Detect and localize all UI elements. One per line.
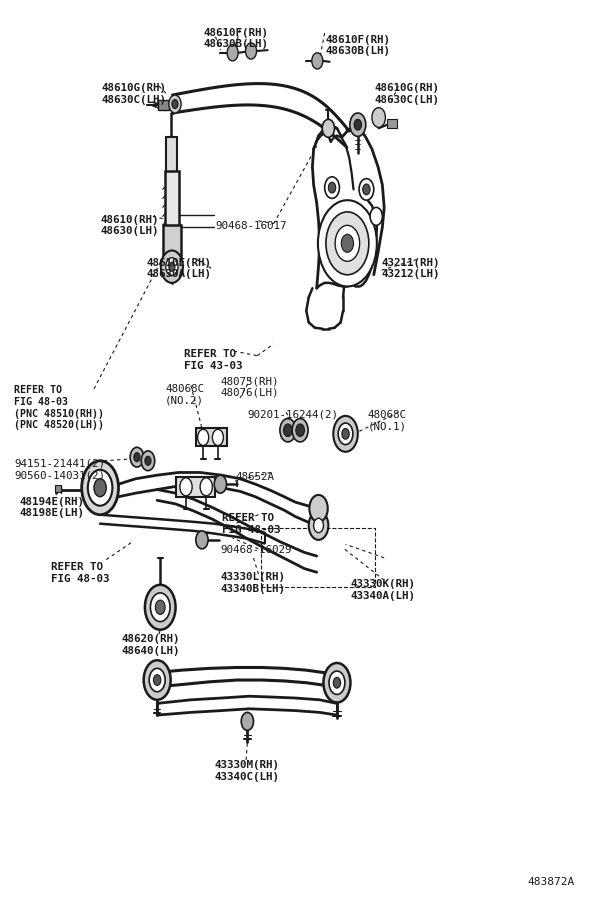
- Text: 48075(RH)
48076(LH): 48075(RH) 48076(LH): [220, 376, 279, 398]
- Circle shape: [372, 108, 386, 128]
- Circle shape: [180, 478, 192, 496]
- Circle shape: [134, 453, 140, 462]
- Circle shape: [169, 95, 181, 113]
- Circle shape: [227, 45, 238, 61]
- Text: 48068C
(NO.1): 48068C (NO.1): [368, 410, 407, 431]
- Circle shape: [212, 429, 223, 445]
- Circle shape: [280, 418, 296, 442]
- Circle shape: [338, 423, 353, 445]
- Circle shape: [341, 234, 354, 252]
- Circle shape: [335, 225, 360, 261]
- Circle shape: [169, 262, 175, 271]
- Circle shape: [296, 424, 304, 436]
- Text: 43330M(RH)
43340C(LH): 43330M(RH) 43340C(LH): [214, 760, 279, 781]
- Circle shape: [130, 447, 144, 467]
- Circle shape: [326, 212, 369, 274]
- Text: REFER TO
FIG 48-03: REFER TO FIG 48-03: [221, 513, 280, 535]
- Circle shape: [172, 100, 178, 109]
- Text: REFER TO
FIG 43-03: REFER TO FIG 43-03: [183, 349, 242, 371]
- Circle shape: [154, 675, 161, 686]
- Bar: [387, 120, 397, 129]
- Circle shape: [245, 43, 256, 59]
- Circle shape: [333, 416, 358, 452]
- Bar: [165, 171, 178, 227]
- Bar: [196, 428, 226, 446]
- Circle shape: [145, 585, 175, 630]
- Circle shape: [144, 661, 171, 700]
- Circle shape: [309, 495, 328, 522]
- Circle shape: [322, 120, 335, 138]
- Text: 483872A: 483872A: [527, 877, 574, 886]
- Text: 48194E(RH)
48198E(LH): 48194E(RH) 48198E(LH): [19, 497, 84, 518]
- Text: 48610E(RH)
48630A(LH): 48610E(RH) 48630A(LH): [147, 257, 212, 279]
- Circle shape: [370, 207, 383, 225]
- Circle shape: [145, 456, 151, 465]
- Circle shape: [309, 511, 328, 540]
- Bar: [175, 477, 215, 497]
- Circle shape: [342, 428, 349, 439]
- Circle shape: [333, 678, 341, 688]
- Text: 48610G(RH)
48630C(LH): 48610G(RH) 48630C(LH): [375, 84, 440, 105]
- Text: 48610(RH)
48630(LH): 48610(RH) 48630(LH): [101, 214, 159, 236]
- Text: 90201-16244(2): 90201-16244(2): [247, 410, 338, 419]
- Text: 90468-16017: 90468-16017: [215, 220, 287, 231]
- Text: 48610G(RH)
48630C(LH): 48610G(RH) 48630C(LH): [102, 84, 167, 105]
- Circle shape: [141, 451, 155, 471]
- Text: REFER TO
FIG 48-03: REFER TO FIG 48-03: [51, 562, 109, 584]
- Text: REFER TO
FIG 48-03
(PNC 48510(RH))
(PNC 48520(LH)): REFER TO FIG 48-03 (PNC 48510(RH)) (PNC …: [14, 385, 104, 430]
- Circle shape: [156, 600, 165, 615]
- Bar: [261, 528, 375, 587]
- Circle shape: [359, 178, 374, 200]
- Text: 48652A: 48652A: [235, 472, 274, 482]
- Circle shape: [151, 593, 170, 622]
- Text: 94151-21441(2)
90560-14031(2): 94151-21441(2) 90560-14031(2): [14, 459, 105, 481]
- Circle shape: [312, 53, 323, 69]
- Circle shape: [94, 479, 106, 497]
- Circle shape: [196, 531, 208, 549]
- Text: 90468-16029: 90468-16029: [220, 545, 292, 555]
- Text: 43211(RH)
43212(LH): 43211(RH) 43212(LH): [381, 257, 440, 279]
- Text: 48620(RH)
48640(LH): 48620(RH) 48640(LH): [122, 634, 180, 656]
- Circle shape: [350, 113, 366, 137]
- Circle shape: [363, 184, 370, 194]
- Text: 48610F(RH)
48630B(LH): 48610F(RH) 48630B(LH): [326, 35, 391, 57]
- Circle shape: [82, 461, 119, 515]
- Circle shape: [241, 713, 253, 731]
- Circle shape: [149, 669, 165, 692]
- Circle shape: [314, 518, 323, 533]
- Circle shape: [318, 200, 377, 286]
- Circle shape: [328, 182, 336, 193]
- Text: 43330K(RH)
43340A(LH): 43330K(RH) 43340A(LH): [351, 580, 416, 601]
- Circle shape: [329, 671, 345, 695]
- Bar: [55, 485, 61, 492]
- Bar: [158, 100, 169, 111]
- Circle shape: [200, 478, 212, 496]
- Text: 48068C
(NO.2): 48068C (NO.2): [165, 383, 204, 405]
- Text: 43330L(RH)
43340B(LH): 43330L(RH) 43340B(LH): [220, 572, 285, 594]
- Circle shape: [197, 429, 208, 445]
- Circle shape: [214, 475, 226, 493]
- Text: 48610F(RH)
48630B(LH): 48610F(RH) 48630B(LH): [203, 28, 268, 50]
- Circle shape: [323, 663, 351, 703]
- Bar: [167, 138, 177, 173]
- Circle shape: [325, 176, 339, 198]
- Circle shape: [161, 250, 183, 283]
- Circle shape: [292, 418, 308, 442]
- Circle shape: [88, 470, 113, 506]
- Circle shape: [284, 424, 292, 436]
- Circle shape: [354, 120, 362, 130]
- Circle shape: [166, 257, 178, 275]
- Bar: [163, 225, 181, 261]
